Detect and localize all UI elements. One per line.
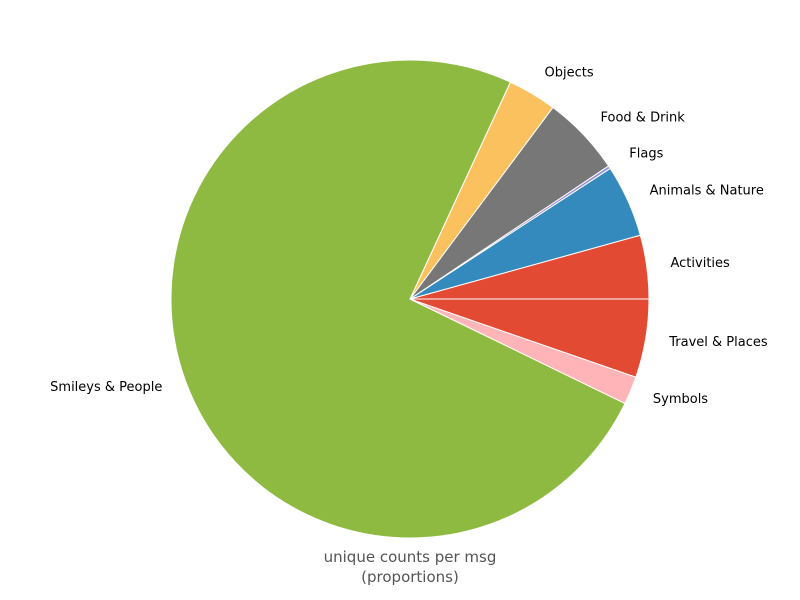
pie-label-smileys-and-people: Smileys & People [50, 380, 162, 395]
pie-label-symbols: Symbols [653, 392, 708, 407]
pie-label-flags: Flags [629, 146, 663, 161]
pie-slice-smileys-and-people [170, 59, 626, 539]
pie-labels: Activities Animals & Nature Flags Food & Dr… [50, 66, 768, 407]
x-axis-label-line-1: unique counts per msg [324, 548, 497, 566]
x-axis-label-line-2: (proportions) [361, 568, 459, 586]
pie-slices [170, 59, 650, 539]
pie-label-objects: Objects [545, 66, 594, 81]
pie-slice-travel-and-places [409, 298, 650, 378]
pie-label-animals-and-nature: Animals & Nature [650, 183, 764, 198]
pie-label-food-and-drink: Food & Drink [601, 110, 686, 125]
pie-label-travel-and-places: Travel & Places [668, 335, 768, 350]
pie-label-activities: Activities [671, 256, 731, 271]
